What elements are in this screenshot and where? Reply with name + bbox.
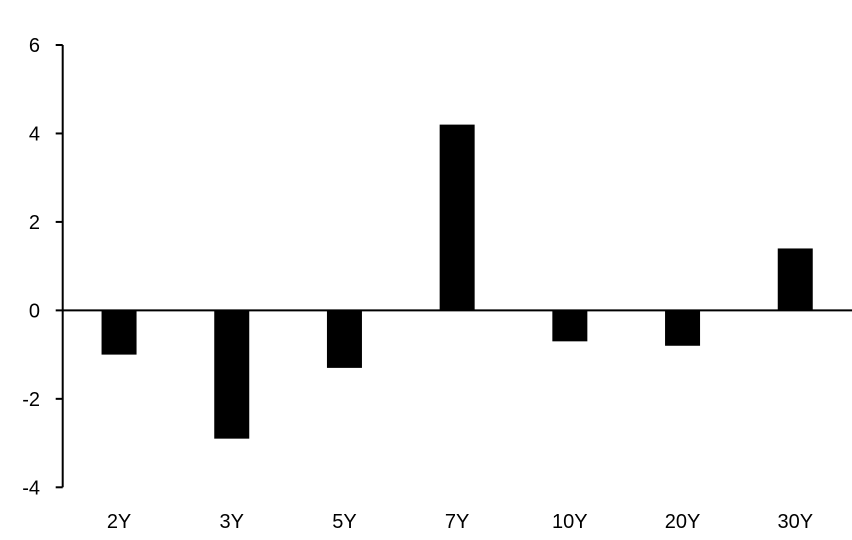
x-tick-label: 30Y xyxy=(777,511,813,533)
bar-30Y xyxy=(777,248,813,311)
bar-20Y xyxy=(665,310,701,346)
x-tick-label: 5Y xyxy=(332,511,356,533)
x-tick-label: 3Y xyxy=(220,511,244,533)
y-tick-label: -4 xyxy=(22,477,40,499)
x-tick-label: 20Y xyxy=(665,511,701,533)
x-tick-label: 10Y xyxy=(552,511,588,533)
y-tick-label: 2 xyxy=(29,212,40,234)
y-tick-label: 6 xyxy=(29,35,40,57)
x-tick-label: 2Y xyxy=(107,511,131,533)
y-tick-label: -2 xyxy=(22,389,40,411)
bar-3Y xyxy=(214,310,250,439)
y-tick-label: 0 xyxy=(29,300,40,322)
bar-10Y xyxy=(552,310,588,342)
x-tick-label: 7Y xyxy=(445,511,469,533)
bar-2Y xyxy=(101,310,137,355)
y-tick-label: 4 xyxy=(29,123,40,145)
bar-7Y xyxy=(439,124,475,311)
bar-5Y xyxy=(326,310,362,368)
